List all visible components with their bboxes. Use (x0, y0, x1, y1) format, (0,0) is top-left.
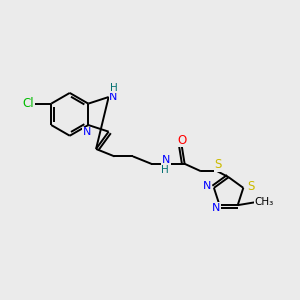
Text: Cl: Cl (22, 97, 34, 110)
Text: S: S (247, 180, 254, 193)
Text: S: S (214, 158, 222, 171)
Text: N: N (203, 182, 212, 191)
Text: N: N (82, 128, 91, 137)
Text: H: H (110, 82, 118, 92)
Text: CH₃: CH₃ (255, 197, 274, 207)
Text: H: H (161, 165, 169, 176)
Text: N: N (162, 155, 170, 165)
Text: N: N (109, 92, 118, 102)
Text: N: N (212, 203, 221, 213)
Text: O: O (177, 134, 186, 146)
